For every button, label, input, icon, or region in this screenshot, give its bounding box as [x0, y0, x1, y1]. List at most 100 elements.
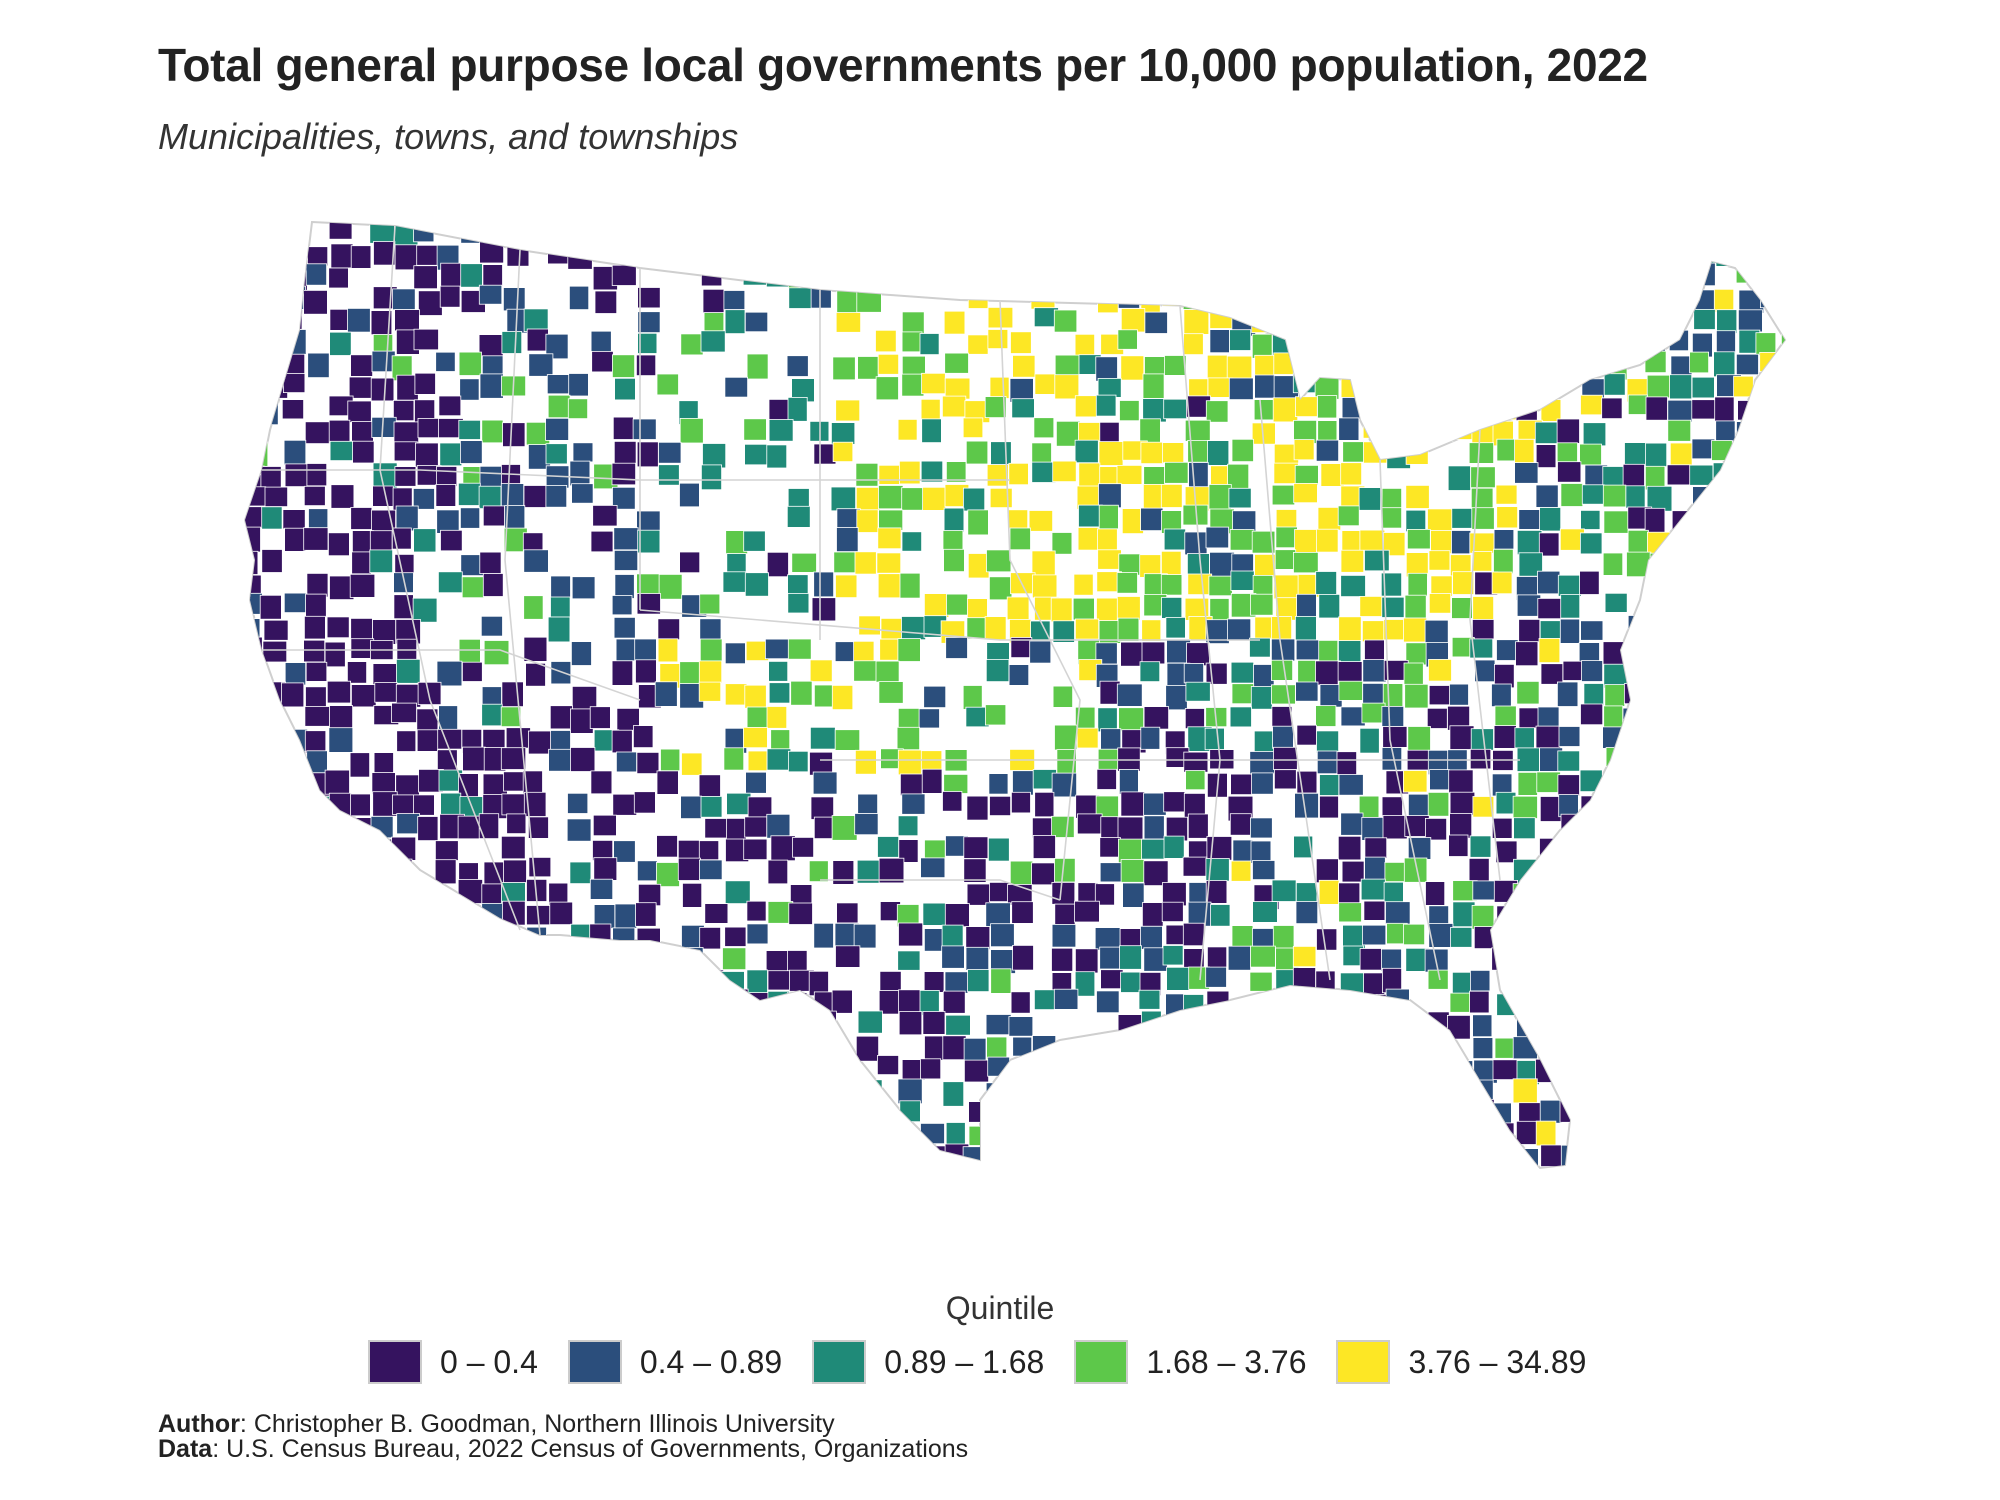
county-cell — [1232, 266, 1256, 289]
county-cell — [261, 858, 284, 882]
county-cell — [457, 879, 484, 904]
county-cell — [500, 706, 522, 728]
county-cell — [1293, 332, 1316, 357]
county-cell — [1759, 575, 1785, 599]
county-cell — [396, 813, 421, 835]
county-cell — [371, 772, 396, 795]
county-cell — [923, 685, 947, 709]
county-cell — [284, 463, 309, 487]
county-cell — [283, 439, 307, 466]
county-cell — [305, 661, 328, 682]
county-cell — [1734, 661, 1755, 686]
county-cell — [1337, 505, 1360, 527]
county-cell — [1670, 1125, 1694, 1148]
county-cell — [1403, 857, 1428, 883]
county-cell — [1163, 1056, 1184, 1082]
county-cell — [810, 1100, 831, 1123]
county-cell — [392, 1123, 417, 1146]
county-cell — [1226, 1077, 1247, 1102]
county-cell — [439, 442, 463, 467]
county-cell — [1666, 222, 1692, 243]
county-cell — [1008, 664, 1030, 686]
county-cell — [1033, 417, 1055, 439]
county-cell — [329, 1078, 353, 1102]
county-cell — [1693, 1120, 1718, 1143]
county-cell — [962, 417, 984, 438]
county-cell — [614, 903, 638, 929]
county-cell — [635, 902, 657, 927]
county-cell — [877, 527, 902, 550]
county-cell — [1403, 617, 1428, 643]
county-cell — [614, 1035, 635, 1058]
county-cell — [1451, 198, 1472, 221]
county-cell — [1337, 1013, 1359, 1040]
county-cell — [1580, 620, 1604, 641]
county-cell — [370, 1035, 391, 1057]
county-cell — [439, 1143, 459, 1168]
county-cell — [1601, 1056, 1625, 1081]
county-cell — [677, 857, 701, 881]
county-cell — [461, 1060, 484, 1083]
county-cell — [1405, 1102, 1431, 1123]
county-cell — [437, 728, 463, 750]
county-cell — [1254, 1037, 1280, 1060]
county-cell — [1560, 1055, 1585, 1078]
county-cell — [1535, 1120, 1557, 1147]
county-cell — [1032, 574, 1058, 599]
county-cell — [1119, 769, 1139, 795]
county-cell — [1734, 526, 1758, 551]
county-cell — [413, 528, 437, 553]
county-cell — [1363, 332, 1387, 358]
county-cell — [744, 572, 769, 597]
county-cell — [1143, 483, 1164, 510]
county-cell — [302, 1078, 325, 1104]
county-cell — [1293, 439, 1315, 461]
county-cell — [1364, 549, 1390, 572]
county-cell — [1405, 484, 1430, 509]
county-cell — [593, 945, 616, 972]
county-cell — [744, 816, 768, 838]
county-cell — [259, 242, 285, 264]
county-cell — [1380, 572, 1403, 597]
county-cell — [438, 395, 462, 417]
county-cell — [1427, 792, 1450, 817]
county-cell — [943, 310, 966, 335]
county-cell — [1757, 1012, 1784, 1037]
county-cell — [637, 224, 659, 245]
county-cell — [527, 1147, 551, 1168]
state-border — [639, 609, 1260, 641]
county-cell — [612, 354, 636, 378]
county-cell — [1272, 925, 1295, 950]
county-cell — [1254, 554, 1276, 579]
county-cell — [1715, 1080, 1735, 1102]
county-cell — [1757, 729, 1778, 752]
county-cell — [611, 660, 634, 686]
county-cell — [1469, 835, 1492, 858]
county-cell — [414, 927, 438, 949]
county-cell — [1625, 860, 1649, 882]
county-cell — [924, 593, 950, 618]
county-cell — [1778, 1079, 1785, 1102]
county-cell — [1469, 1099, 1495, 1120]
county-cell — [835, 312, 862, 333]
county-cell — [1425, 818, 1448, 841]
county-cell — [1606, 771, 1630, 797]
county-cell — [636, 927, 661, 953]
county-cell — [1539, 1099, 1563, 1124]
county-cell — [1491, 571, 1513, 595]
county-cell — [660, 1170, 681, 1192]
county-cell — [1183, 751, 1209, 773]
county-cell — [1317, 395, 1338, 419]
county-cell — [1293, 482, 1318, 504]
county-cell — [1627, 994, 1650, 1016]
state-border — [1379, 459, 1441, 981]
county-cell — [1424, 243, 1447, 265]
county-cell — [1096, 1124, 1121, 1147]
county-cell — [1359, 310, 1383, 336]
county-cell — [853, 222, 879, 224]
county-cell — [326, 1032, 353, 1056]
county-cell — [262, 1016, 286, 1039]
county-cell — [373, 857, 394, 879]
county-cell — [481, 686, 502, 707]
county-cell — [636, 1033, 660, 1056]
